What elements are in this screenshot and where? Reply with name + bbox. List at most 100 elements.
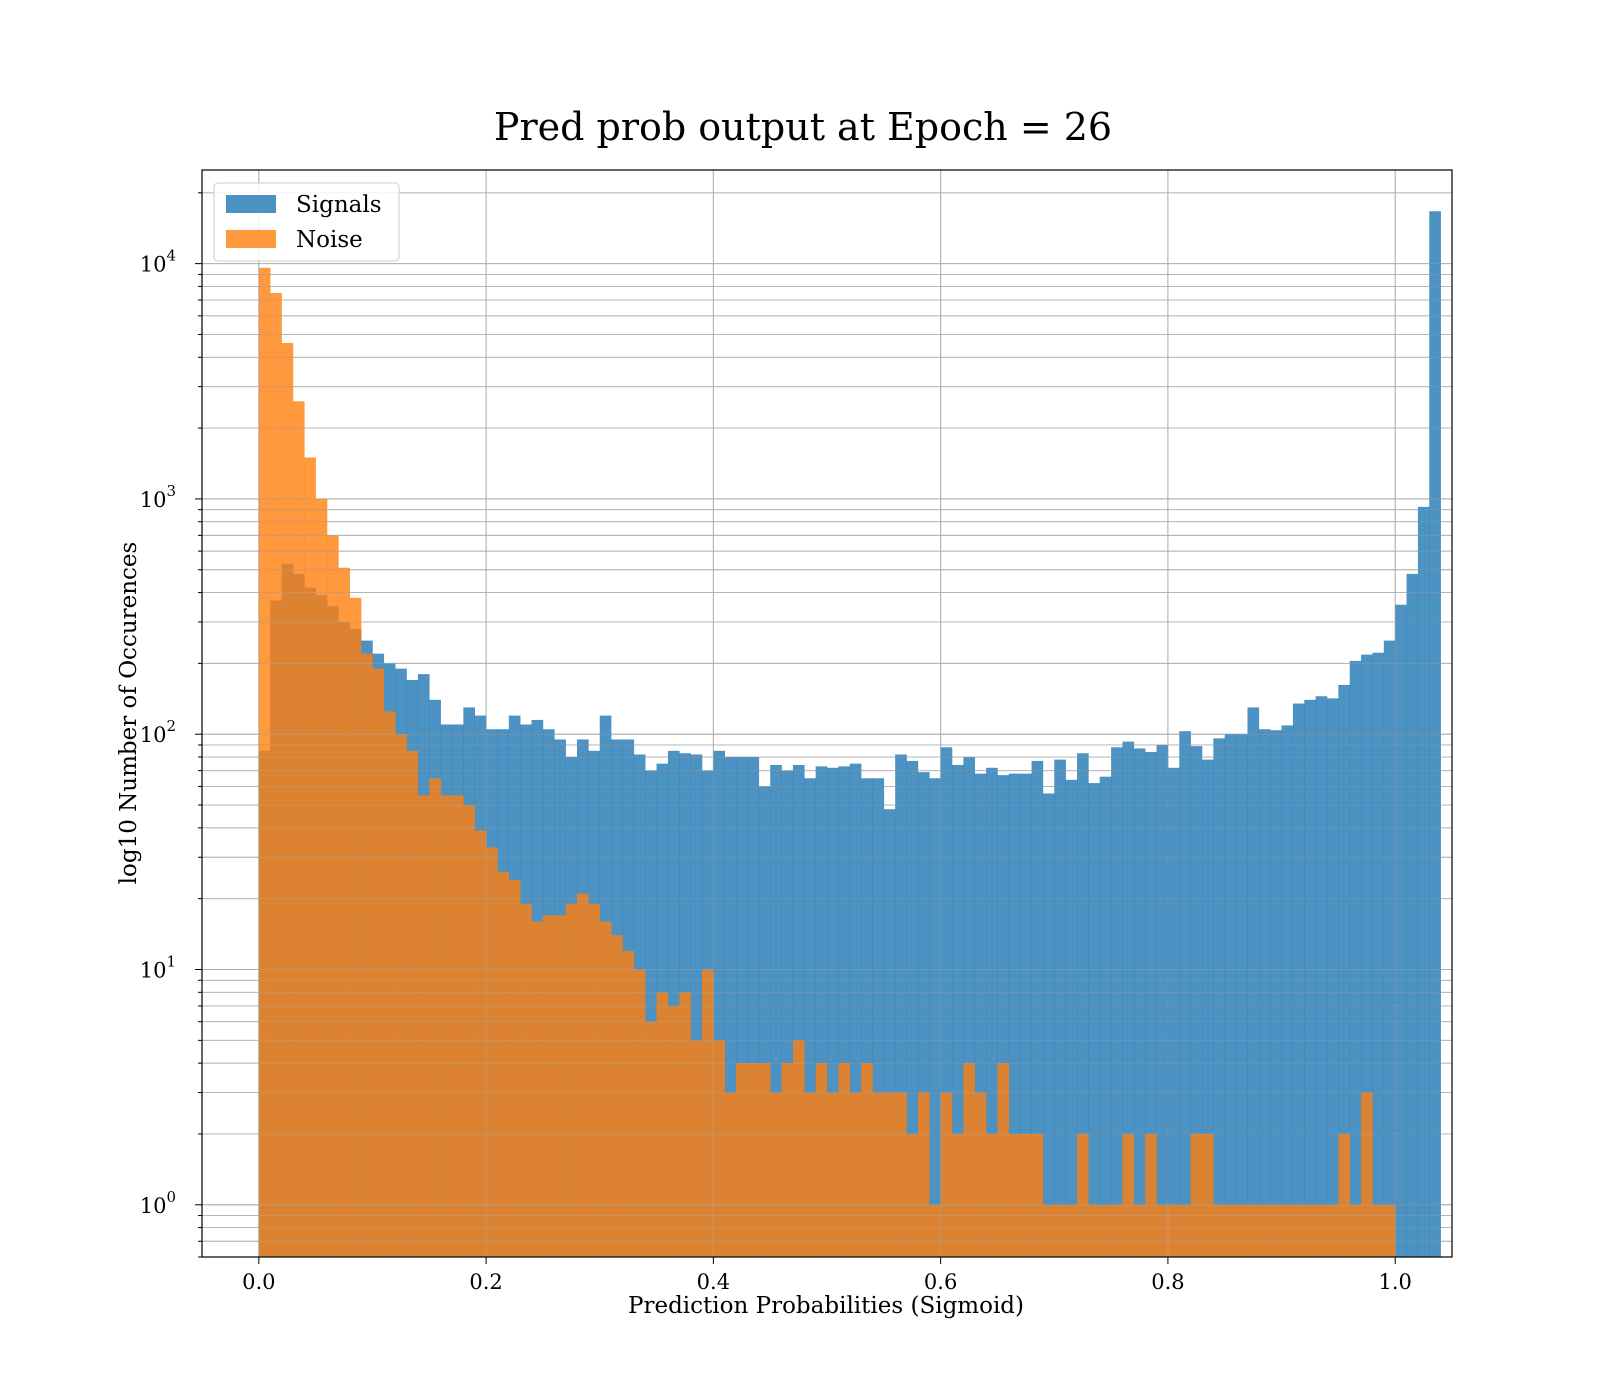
histogram-bar — [883, 1092, 896, 1257]
histogram-bar — [1133, 748, 1146, 1257]
histogram-bar — [940, 747, 953, 1257]
histogram-bar — [1008, 773, 1021, 1257]
histogram-bar — [1156, 744, 1169, 1257]
plot-frame — [201, 169, 1453, 1258]
histogram-bar — [679, 992, 691, 1257]
histogram-bar — [304, 457, 316, 1257]
histogram-bar — [1292, 1204, 1305, 1257]
histogram-bar — [997, 775, 1010, 1257]
histogram-bar — [1020, 773, 1032, 1257]
histogram-bar — [1179, 1204, 1191, 1257]
histogram-bar — [542, 915, 555, 1257]
histogram-bar — [1236, 734, 1248, 1257]
y-tick-label: 101 — [140, 953, 176, 983]
histogram-bar — [508, 880, 521, 1257]
histogram-bar — [1156, 1204, 1169, 1257]
histogram-bar — [633, 969, 646, 1257]
histogram-bar — [770, 1092, 782, 1257]
histogram-bar — [1383, 1204, 1396, 1257]
histogram-bar — [747, 1063, 760, 1257]
chart-title: Pred prob output at Epoch = 26 — [494, 105, 1112, 149]
histogram-bar — [1020, 1133, 1032, 1257]
histogram-bar — [486, 847, 498, 1257]
histogram-bar — [1361, 1092, 1373, 1257]
histogram-bar — [1133, 1204, 1146, 1257]
histogram-bar — [315, 498, 328, 1257]
histogram-bar — [622, 950, 635, 1257]
histogram-bar — [554, 915, 566, 1257]
histogram-bar — [349, 597, 362, 1257]
histogram-bar — [1111, 747, 1123, 1257]
histogram-bar — [383, 711, 396, 1257]
histogram-bar — [1292, 703, 1305, 1257]
histogram-bar — [611, 935, 623, 1257]
histogram-bar — [520, 903, 532, 1257]
histogram-bar — [338, 567, 351, 1257]
histogram-bar — [1008, 1133, 1021, 1257]
histogram-bar — [645, 1021, 657, 1257]
histogram-bar — [838, 1063, 851, 1257]
histogram-bar — [702, 969, 714, 1257]
x-tick-label: 0.6 — [924, 1270, 957, 1294]
histogram-bar — [667, 750, 680, 1257]
histogram-bar — [1270, 730, 1282, 1257]
histogram-bar — [1042, 1204, 1055, 1257]
histogram-bar — [1122, 1133, 1135, 1257]
histogram-bar — [758, 786, 771, 1257]
histogram-bar — [1349, 1204, 1362, 1257]
histogram-bar — [952, 1133, 964, 1257]
histogram-bar — [1167, 1204, 1180, 1257]
histogram-bar — [292, 401, 305, 1258]
histogram-bar — [861, 778, 873, 1257]
histogram-bar — [895, 1092, 907, 1257]
histogram-bar — [963, 1063, 976, 1257]
histogram-bar — [974, 773, 987, 1257]
x-tick-label: 0.8 — [1151, 1270, 1184, 1294]
histogram-bar — [1054, 1204, 1066, 1257]
histogram-bar — [531, 921, 544, 1257]
histogram-bar — [429, 778, 441, 1257]
histogram-bar — [815, 1063, 828, 1257]
ticks: 0.0 0.2 0.4 0.6 0.8 1.0 100 101 102 103 104 — [140, 192, 1412, 1294]
histogram-bar — [1417, 506, 1430, 1258]
histogram-bar — [588, 903, 601, 1257]
histogram-bar — [929, 778, 941, 1257]
histogram-bar — [1042, 793, 1055, 1257]
histogram-bar — [1327, 1204, 1339, 1257]
histogram-bar — [1338, 684, 1351, 1257]
histogram-bar — [1088, 1204, 1101, 1257]
y-tick-label: 104 — [140, 247, 176, 277]
histogram-bar — [781, 1063, 794, 1257]
histogram-bar — [1383, 640, 1396, 1257]
histogram-bar — [906, 1133, 919, 1257]
histogram-bar — [463, 805, 476, 1257]
histogram-bar — [258, 267, 271, 1257]
histogram-bar — [395, 734, 407, 1257]
histogram-bar — [281, 342, 294, 1257]
histogram-bar — [1270, 1204, 1282, 1257]
histogram-bar — [838, 766, 851, 1257]
y-tick-label: 100 — [140, 1188, 176, 1218]
histogram-bar — [440, 795, 453, 1257]
histogram-bar — [929, 1204, 941, 1257]
histogram-bar — [849, 1092, 862, 1257]
histogram-bar — [770, 764, 782, 1257]
histogram-bar — [1258, 729, 1271, 1257]
y-tick-label: 102 — [140, 717, 176, 747]
histogram-bar — [667, 1005, 680, 1257]
histogram-bar — [883, 809, 896, 1257]
histogram-bar — [906, 760, 919, 1257]
histogram-bar — [827, 767, 839, 1257]
histogram-bar — [1202, 759, 1214, 1257]
histogram-bar — [1122, 741, 1135, 1257]
histogram-bar — [724, 1092, 737, 1257]
histogram-bar — [1145, 1133, 1157, 1257]
histogram-bar — [1054, 759, 1066, 1257]
histogram-bar — [474, 830, 487, 1257]
histogram-bar — [986, 1133, 998, 1257]
histogram-bar — [1077, 1133, 1089, 1257]
histogram-bar — [1258, 1204, 1271, 1257]
histogram-bar — [1429, 211, 1441, 1257]
y-axis-label: log10 Number of Occurences — [116, 542, 142, 885]
bars — [258, 211, 1441, 1258]
